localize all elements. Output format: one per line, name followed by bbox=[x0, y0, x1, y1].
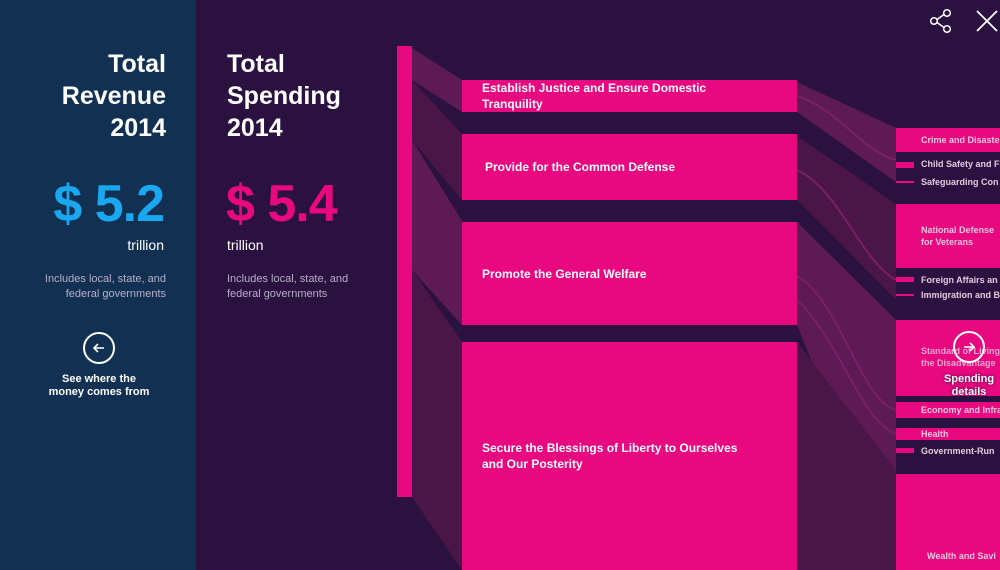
detail-label[interactable]: Wealth and Savi bbox=[927, 551, 996, 561]
detail-bar bbox=[896, 428, 1000, 440]
detail-label[interactable]: the Disadvantage bbox=[921, 358, 996, 368]
detail-bar bbox=[896, 474, 1000, 570]
detail-label[interactable]: Government-Run bbox=[921, 446, 995, 456]
goal-liberty[interactable]: Secure the Blessings of Liberty to Ourse… bbox=[462, 342, 797, 570]
detail-bar bbox=[896, 128, 1000, 152]
detail-bar bbox=[896, 181, 914, 183]
flow-streak bbox=[796, 275, 897, 411]
back-button-label[interactable]: See where the money comes from bbox=[48, 373, 150, 398]
share-icon bbox=[929, 8, 952, 34]
back-button[interactable] bbox=[83, 332, 115, 364]
flow-streak bbox=[796, 299, 897, 435]
spending-note: Includes local, state, and federal gover… bbox=[227, 273, 349, 300]
share-button[interactable] bbox=[928, 8, 954, 34]
goal-label: Promote the General Welfare bbox=[482, 266, 647, 281]
detail-bar bbox=[896, 320, 1000, 396]
flow-to-defense bbox=[412, 80, 462, 200]
detail-label[interactable]: Child Safety and F bbox=[921, 159, 1000, 169]
revenue-amount: $ 5.2 bbox=[53, 175, 165, 233]
detail-bar bbox=[896, 204, 1000, 268]
arrow-right-icon bbox=[964, 342, 976, 352]
flow-streak bbox=[796, 95, 897, 161]
goal-defense[interactable]: Provide for the Common Defense bbox=[462, 134, 797, 200]
revenue-note: Includes local, state, and federal gover… bbox=[44, 273, 166, 300]
spending-title: Total Spending 2014 bbox=[227, 50, 341, 142]
goal-label: Provide for the Common Defense bbox=[485, 160, 676, 174]
detail-bar bbox=[896, 277, 914, 282]
flow-to-justice bbox=[412, 48, 462, 112]
detail-label[interactable]: Safeguarding Con bbox=[921, 177, 999, 187]
flow-to-liberty bbox=[412, 270, 462, 570]
close-button[interactable] bbox=[974, 8, 1000, 34]
spending-details-label[interactable]: Spending details bbox=[943, 373, 995, 398]
goal-justice[interactable]: Establish Justice and Ensure Domestic Tr… bbox=[462, 80, 797, 112]
detail-label[interactable]: Foreign Affairs an bbox=[921, 275, 998, 285]
details-column: Crime and Disaste Child Safety and F Saf… bbox=[896, 0, 1000, 570]
flow-from-defense bbox=[797, 136, 896, 300]
detail-label[interactable]: Economy and Infra bbox=[921, 405, 1000, 415]
close-icon bbox=[976, 10, 998, 32]
detail-bar bbox=[896, 294, 914, 296]
revenue-unit: trillion bbox=[127, 237, 164, 253]
spending-details-button[interactable] bbox=[953, 331, 985, 363]
spending-source-bar bbox=[397, 46, 412, 497]
spending-unit: trillion bbox=[227, 237, 264, 253]
flow-from-liberty bbox=[797, 342, 896, 570]
flow-to-welfare bbox=[412, 140, 462, 325]
goal-label: Secure the Blessings of Liberty to Ourse… bbox=[482, 441, 738, 471]
flow-streak bbox=[796, 169, 897, 281]
goal-welfare[interactable]: Promote the General Welfare bbox=[462, 222, 797, 325]
detail-label[interactable]: Crime and Disaste bbox=[921, 135, 1000, 145]
detail-label[interactable]: National Defense bbox=[921, 225, 995, 235]
revenue-panel: Total Revenue 2014 $ 5.2 trillion Includ… bbox=[0, 0, 196, 570]
spending-amount: $ 5.4 bbox=[226, 175, 338, 233]
arrow-left-icon bbox=[92, 343, 104, 353]
revenue-title: Total Revenue 2014 bbox=[61, 50, 166, 142]
detail-bar bbox=[896, 162, 914, 168]
detail-bar bbox=[896, 402, 1000, 418]
detail-label[interactable]: Health bbox=[921, 429, 949, 439]
goal-label: Establish Justice and Ensure Domestic Tr… bbox=[482, 81, 707, 111]
detail-bar bbox=[896, 448, 914, 453]
detail-label[interactable]: for Veterans bbox=[921, 237, 974, 247]
detail-label[interactable]: Immigration and B bbox=[921, 290, 1000, 300]
